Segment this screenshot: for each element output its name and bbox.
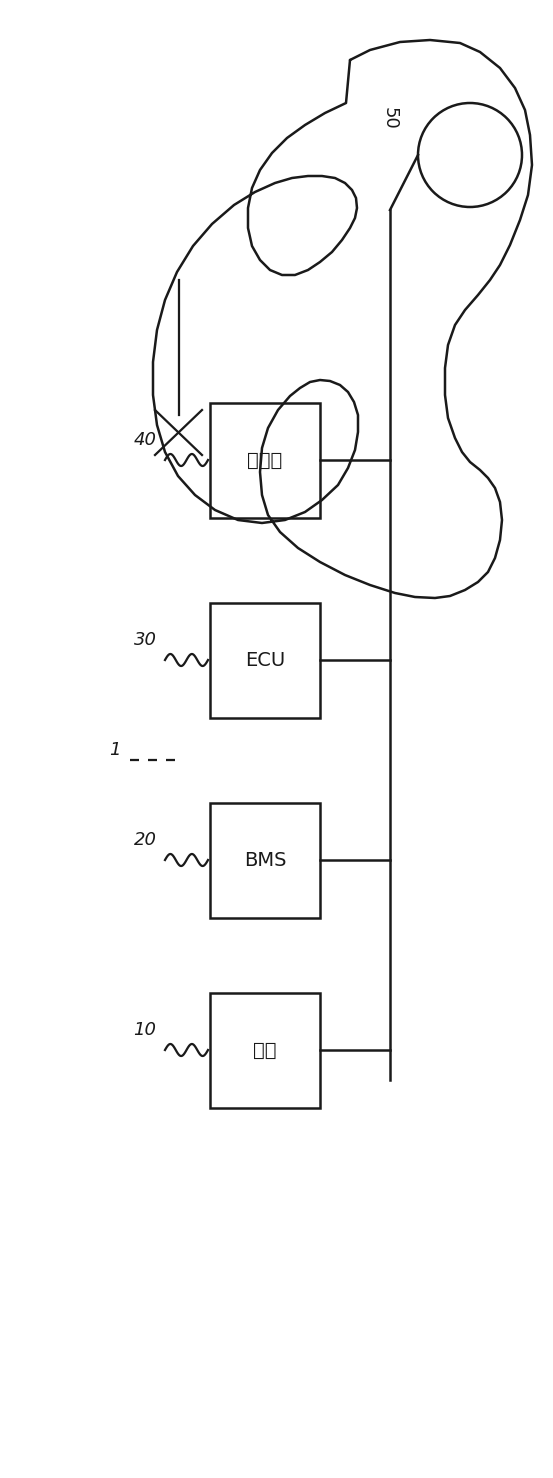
Text: BMS: BMS (244, 850, 286, 869)
Text: 电池: 电池 (253, 1041, 276, 1060)
Bar (210, 993, 320, 1107)
Text: 30: 30 (133, 631, 156, 649)
Text: 50: 50 (381, 106, 399, 130)
Bar (210, 803, 320, 918)
Text: 40: 40 (133, 432, 156, 449)
Text: 1: 1 (109, 740, 121, 760)
Bar (210, 402, 320, 517)
Text: 10: 10 (133, 1021, 156, 1039)
Text: ECU: ECU (245, 650, 285, 670)
Text: 20: 20 (133, 831, 156, 848)
Bar (210, 603, 320, 717)
Text: 逆变器: 逆变器 (247, 451, 283, 470)
